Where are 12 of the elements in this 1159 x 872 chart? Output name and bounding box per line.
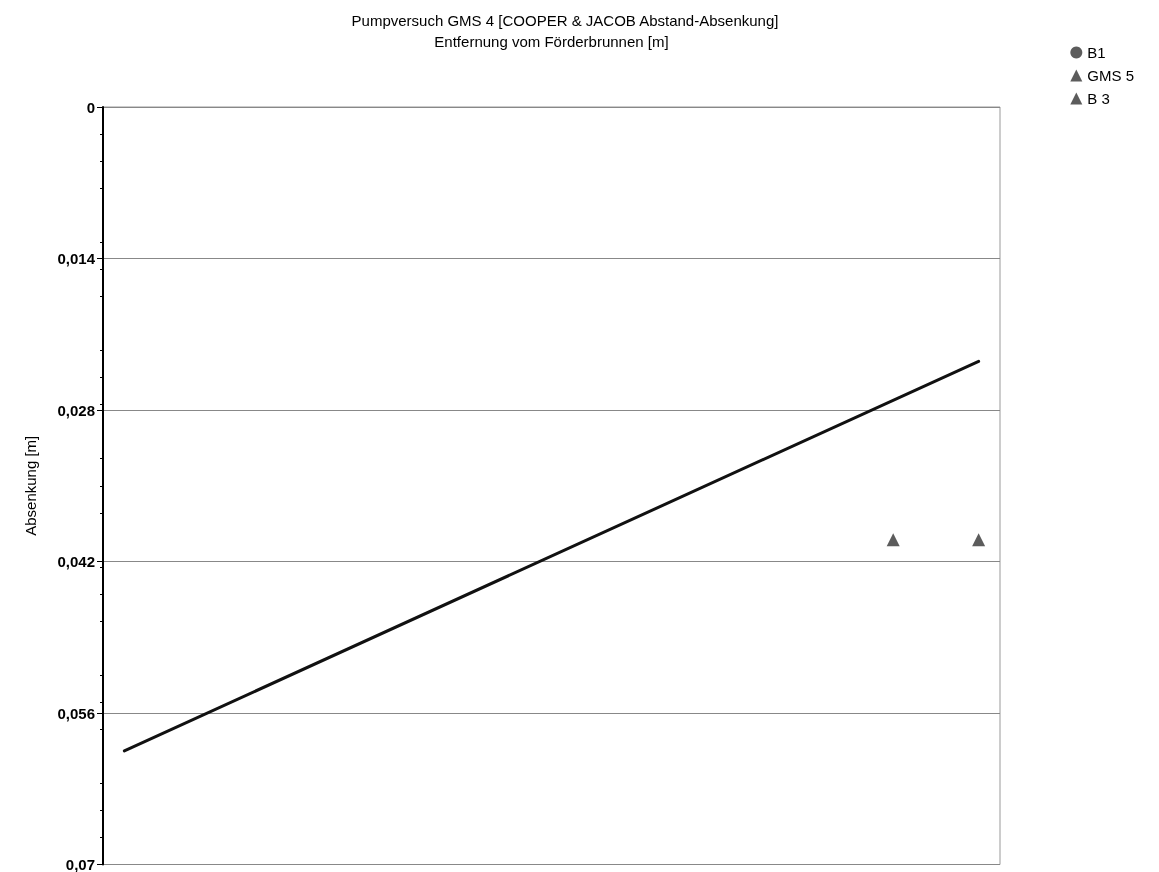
legend-label: GMS 5 — [1087, 67, 1135, 84]
x-axis-title: Entfernung vom Förderbrunnen [m] — [434, 33, 669, 50]
legend-label: B1 — [1087, 44, 1106, 61]
chart-title: Pumpversuch GMS 4 [COOPER & JACOB Abstand-Absenkung] — [351, 12, 779, 29]
y-tick-label: 0,014 — [57, 250, 96, 267]
y-tick-label: 0 — [86, 98, 95, 116]
y-tick-label: 0,028 — [57, 401, 95, 419]
y-axis-title: Absenkung [m] — [22, 435, 39, 536]
y-tick-label: 0,042 — [57, 553, 95, 570]
y-tick-label: 0,056 — [57, 704, 95, 722]
y-tick-label: 0,07 — [65, 856, 95, 872]
legend-label: B 3 — [1087, 90, 1110, 107]
